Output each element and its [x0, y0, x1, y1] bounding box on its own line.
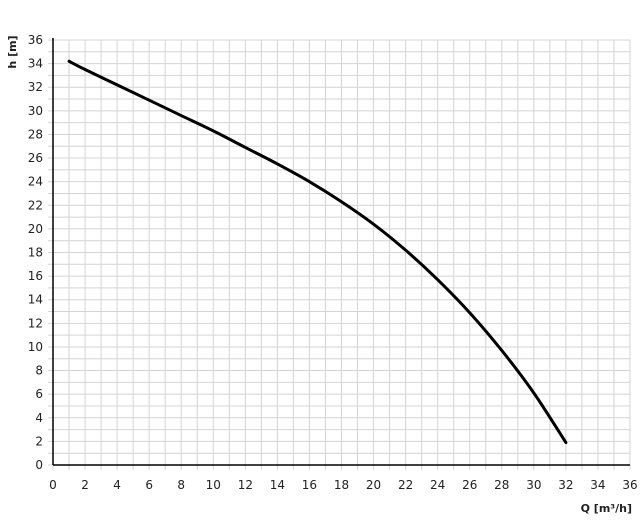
x-tick-label: 4 [113, 478, 121, 492]
y-tick-label: 34 [28, 57, 43, 71]
pump-curve-line [67, 59, 568, 445]
y-tick-label: 4 [35, 411, 43, 425]
x-tick-label: 32 [558, 478, 573, 492]
x-tick-label: 10 [206, 478, 221, 492]
x-tick-label: 14 [270, 478, 285, 492]
x-tick-label: 24 [430, 478, 445, 492]
y-axis-label: h [m] [6, 35, 19, 68]
y-tick-label: 16 [28, 269, 43, 283]
series-group [67, 59, 568, 445]
x-tick-label: 18 [334, 478, 349, 492]
y-tick-label: 0 [35, 458, 43, 472]
x-tick-label: 26 [462, 478, 477, 492]
x-tick-label: 16 [302, 478, 317, 492]
y-tick-label: 14 [28, 293, 43, 307]
y-tick-label: 18 [28, 246, 43, 260]
y-tick-label: 10 [28, 340, 43, 354]
x-tick-label: 30 [526, 478, 541, 492]
y-tick-label: 6 [35, 387, 43, 401]
y-tick-label: 24 [28, 175, 43, 189]
x-tick-label: 20 [366, 478, 381, 492]
x-tick-label: 0 [49, 478, 57, 492]
y-tick-label: 32 [28, 80, 43, 94]
y-tick-label: 2 [35, 434, 43, 448]
axes [52, 38, 630, 466]
x-tick-label: 28 [494, 478, 509, 492]
y-tick-label: 36 [28, 33, 43, 47]
y-tick-label: 26 [28, 151, 43, 165]
x-tick-labels: 0 2 4 6 8 10 12 14 16 18 20 22 24 26 28 30 32 34 36 [49, 478, 637, 492]
y-tick-label: 28 [28, 127, 43, 141]
x-tick-label: 2 [81, 478, 89, 492]
y-tick-label: 12 [28, 316, 43, 330]
y-tick-label: 8 [35, 364, 43, 378]
y-tick-label: 30 [28, 104, 43, 118]
x-tick-label: 8 [177, 478, 185, 492]
x-axis-label: Q [m³/h] [581, 502, 632, 515]
x-tick-label: 6 [145, 478, 153, 492]
y-tick-label: 20 [28, 222, 43, 236]
y-tick-label: 22 [28, 198, 43, 212]
x-tick-label: 34 [590, 478, 605, 492]
x-tick-label: 12 [238, 478, 253, 492]
x-tick-label: 36 [622, 478, 637, 492]
x-tick-label: 22 [398, 478, 413, 492]
